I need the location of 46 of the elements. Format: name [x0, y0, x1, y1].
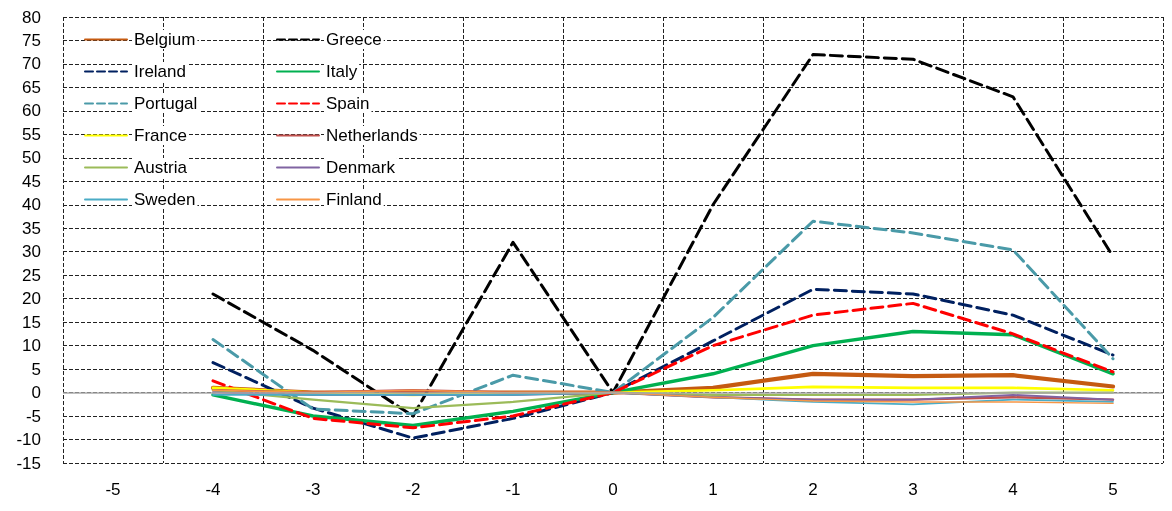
line-series [211, 287, 1115, 440]
line-series [211, 219, 1115, 416]
y-tick-label: -5 [25, 406, 41, 426]
x-tick-label: -3 [305, 480, 321, 499]
y-tick-label: 10 [22, 336, 41, 356]
y-tick-label: 60 [22, 101, 41, 121]
x-tick-label: -1 [505, 480, 521, 499]
y-tick-label: -15 [16, 453, 41, 473]
x-tick-label: -5 [105, 480, 121, 499]
y-tick-label: 45 [22, 171, 41, 191]
legend-label: Austria [134, 158, 188, 177]
legend-label: Denmark [326, 158, 396, 177]
legend-label: Sweden [134, 190, 196, 209]
legend-label: Italy [326, 62, 358, 81]
y-tick-label: 0 [31, 383, 41, 403]
x-tick-label: 2 [808, 480, 818, 499]
y-tick-label: -10 [16, 430, 41, 450]
legend-label: France [134, 126, 187, 145]
y-tick-label: 75 [22, 30, 41, 50]
line-series [211, 301, 1115, 430]
x-tick-label: -4 [205, 480, 221, 499]
x-tick-label: 3 [908, 480, 918, 499]
y-tick-label: 15 [22, 312, 41, 332]
y-tick-label: 50 [22, 148, 41, 168]
legend-label: Spain [326, 94, 370, 113]
legend-label: Greece [326, 30, 382, 49]
y-tick-label: 80 [22, 7, 41, 27]
x-tick-label: 1 [708, 480, 718, 499]
x-tick-label: 5 [1108, 480, 1118, 499]
legend-label: Belgium [134, 30, 196, 49]
y-tick-label: 20 [22, 289, 41, 309]
y-tick-label: 30 [22, 242, 41, 262]
y-tick-label: 35 [22, 218, 41, 238]
y-tick-label: 5 [31, 359, 41, 379]
x-tick-label: -2 [405, 480, 421, 499]
legend-label: Netherlands [326, 126, 418, 145]
y-tick-label: 25 [22, 265, 41, 285]
y-tick-label: 40 [22, 195, 41, 215]
y-tick-label: 55 [22, 124, 41, 144]
y-tick-label: 70 [22, 54, 41, 74]
x-tick-label: 0 [608, 480, 618, 499]
x-tick-label: 4 [1008, 480, 1018, 499]
y-tick-label: 65 [22, 77, 41, 97]
legend-label: Finland [326, 190, 382, 209]
legend-label: Ireland [134, 62, 186, 81]
legend-label: Portugal [134, 94, 198, 113]
